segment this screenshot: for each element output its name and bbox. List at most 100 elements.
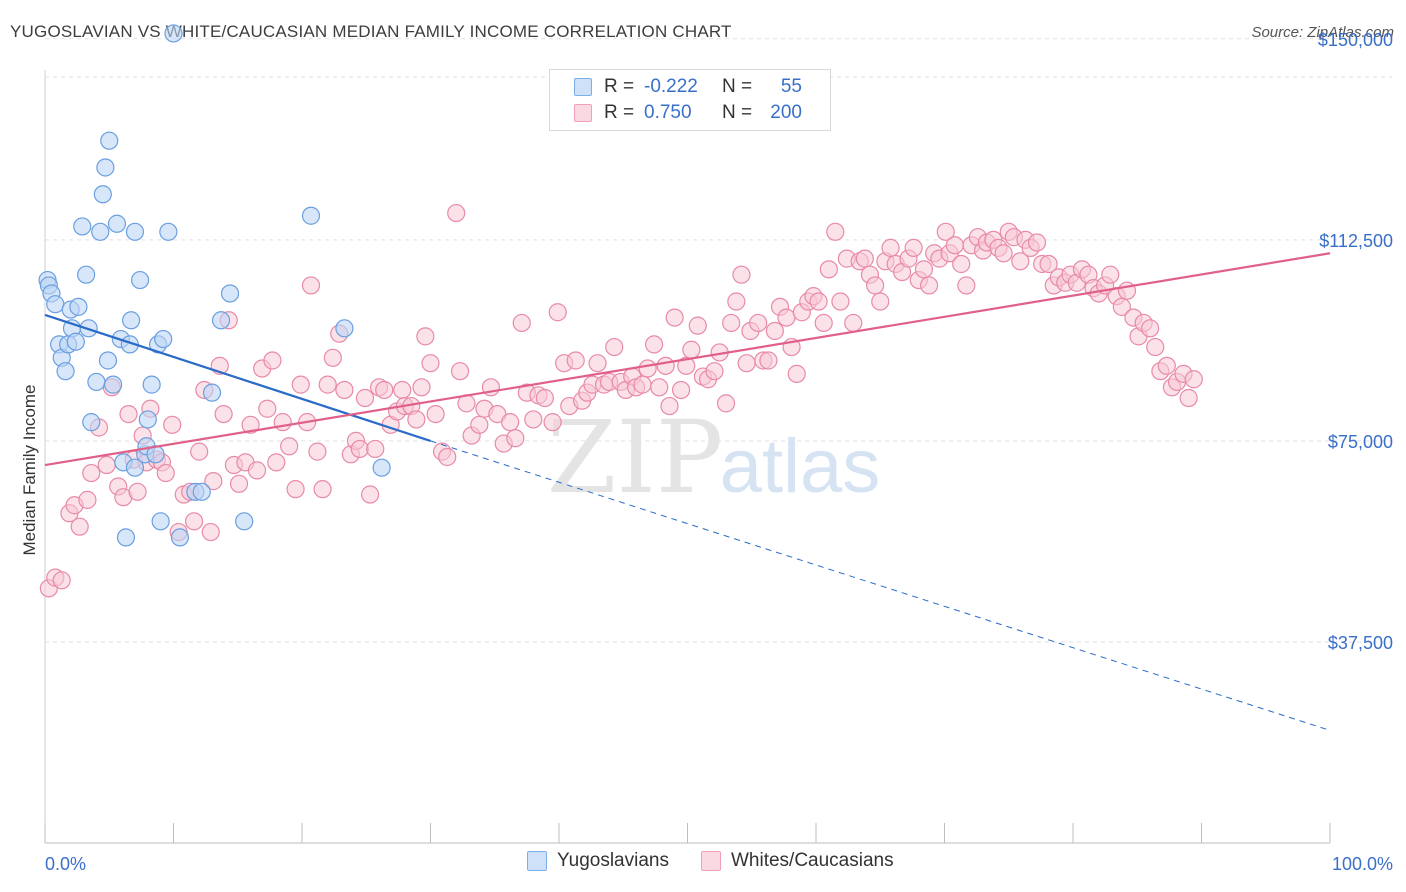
legend-swatch-blue <box>527 851 547 871</box>
legend-item-yugoslavians[interactable]: Yugoslavians <box>527 850 669 872</box>
data-point <box>375 380 394 400</box>
data-point <box>765 321 784 341</box>
n-label: N = <box>722 102 753 123</box>
legend-row-yugoslavians: R = -0.222 N = 55 <box>574 74 802 100</box>
data-point <box>355 388 375 408</box>
legend-row-whites: R = 0.750 N = 200 <box>574 100 802 126</box>
data-point <box>952 254 971 274</box>
data-point <box>759 351 778 370</box>
data-point <box>151 512 170 531</box>
data-point <box>749 313 768 333</box>
data-point <box>350 439 369 459</box>
data-point <box>78 490 97 509</box>
stats-legend: R = -0.222 N = 55 R = 0.750 N = 200 <box>549 69 831 131</box>
data-point <box>1011 252 1030 271</box>
data-point <box>214 404 233 424</box>
y-axis-label: Median Family Income <box>20 384 39 556</box>
data-point <box>211 311 231 330</box>
legend-label: Yugoslavians <box>557 850 669 871</box>
data-point <box>247 461 267 480</box>
data-point <box>727 292 746 311</box>
data-point <box>633 375 652 394</box>
data-point <box>323 348 342 367</box>
data-point <box>301 276 321 295</box>
data-point <box>426 404 445 424</box>
data-point <box>82 413 101 432</box>
data-point <box>318 375 337 394</box>
data-point <box>994 244 1013 263</box>
data-point <box>416 327 435 346</box>
data-point <box>46 295 65 314</box>
n-value: 200 <box>770 102 802 123</box>
data-point <box>914 260 934 279</box>
data-point <box>119 404 138 424</box>
legend-item-whites[interactable]: Whites/Caucasians <box>700 850 894 872</box>
data-point <box>716 394 736 413</box>
series-yugoslavians <box>38 24 391 547</box>
data-point <box>164 24 183 43</box>
data-point <box>1146 337 1165 357</box>
data-point <box>104 375 123 394</box>
trend-line-whites <box>44 252 1331 467</box>
data-point <box>184 512 204 531</box>
data-point <box>100 131 119 150</box>
data-point <box>202 383 222 402</box>
data-point <box>93 185 112 204</box>
data-point <box>192 482 211 501</box>
data-point <box>737 354 756 373</box>
data-point <box>107 214 127 233</box>
data-point <box>447 203 466 223</box>
data-point <box>407 410 426 429</box>
watermark-atlas: atlas <box>720 424 881 509</box>
data-point <box>1112 297 1131 316</box>
data-point <box>66 332 85 351</box>
data-point <box>1184 370 1203 389</box>
data-point <box>488 404 507 424</box>
data-point <box>91 222 110 241</box>
legend-swatch-pink <box>700 851 721 871</box>
series-legend: Yugoslavians Whites/Caucasians <box>527 850 926 872</box>
legend-swatch-blue <box>574 78 592 96</box>
data-point <box>1140 319 1160 338</box>
y-tick-label: $37,500 <box>1328 633 1393 653</box>
data-point <box>512 313 531 333</box>
data-point <box>722 313 741 333</box>
data-point <box>98 351 118 370</box>
data-point <box>524 410 543 429</box>
data-point <box>650 378 669 397</box>
trend-line-yugoslavians-extension <box>430 440 1331 731</box>
data-point <box>258 399 277 418</box>
data-point <box>96 158 115 177</box>
trend-lines <box>44 252 1331 731</box>
source-label: Source: ZipAtlas.com <box>1251 24 1394 41</box>
data-point <box>1039 254 1058 274</box>
data-point <box>97 455 116 475</box>
axes <box>44 70 1331 844</box>
data-point <box>273 413 292 432</box>
data-point <box>871 292 890 311</box>
chart-title: YUGOSLAVIAN VS WHITE/CAUCASIAN MEDIAN FA… <box>10 22 732 41</box>
data-point <box>919 276 939 295</box>
data-point <box>313 480 332 499</box>
data-point <box>412 378 431 397</box>
data-point <box>881 238 900 257</box>
legend-label: Whites/Caucasians <box>730 850 894 871</box>
data-point <box>142 375 161 394</box>
data-point <box>87 372 106 392</box>
data-point <box>470 415 489 434</box>
data-point <box>644 335 664 354</box>
data-point <box>682 340 701 359</box>
data-point <box>73 217 92 236</box>
data-point <box>588 354 607 373</box>
data-point <box>450 362 470 381</box>
data-point <box>638 359 657 378</box>
n-label: N = <box>722 76 753 97</box>
data-point <box>69 297 88 316</box>
data-point <box>506 429 525 448</box>
data-point <box>936 222 955 241</box>
data-point <box>814 313 833 333</box>
data-point <box>220 284 240 303</box>
data-point <box>125 458 145 477</box>
data-point <box>361 485 380 504</box>
data-point <box>52 571 71 590</box>
